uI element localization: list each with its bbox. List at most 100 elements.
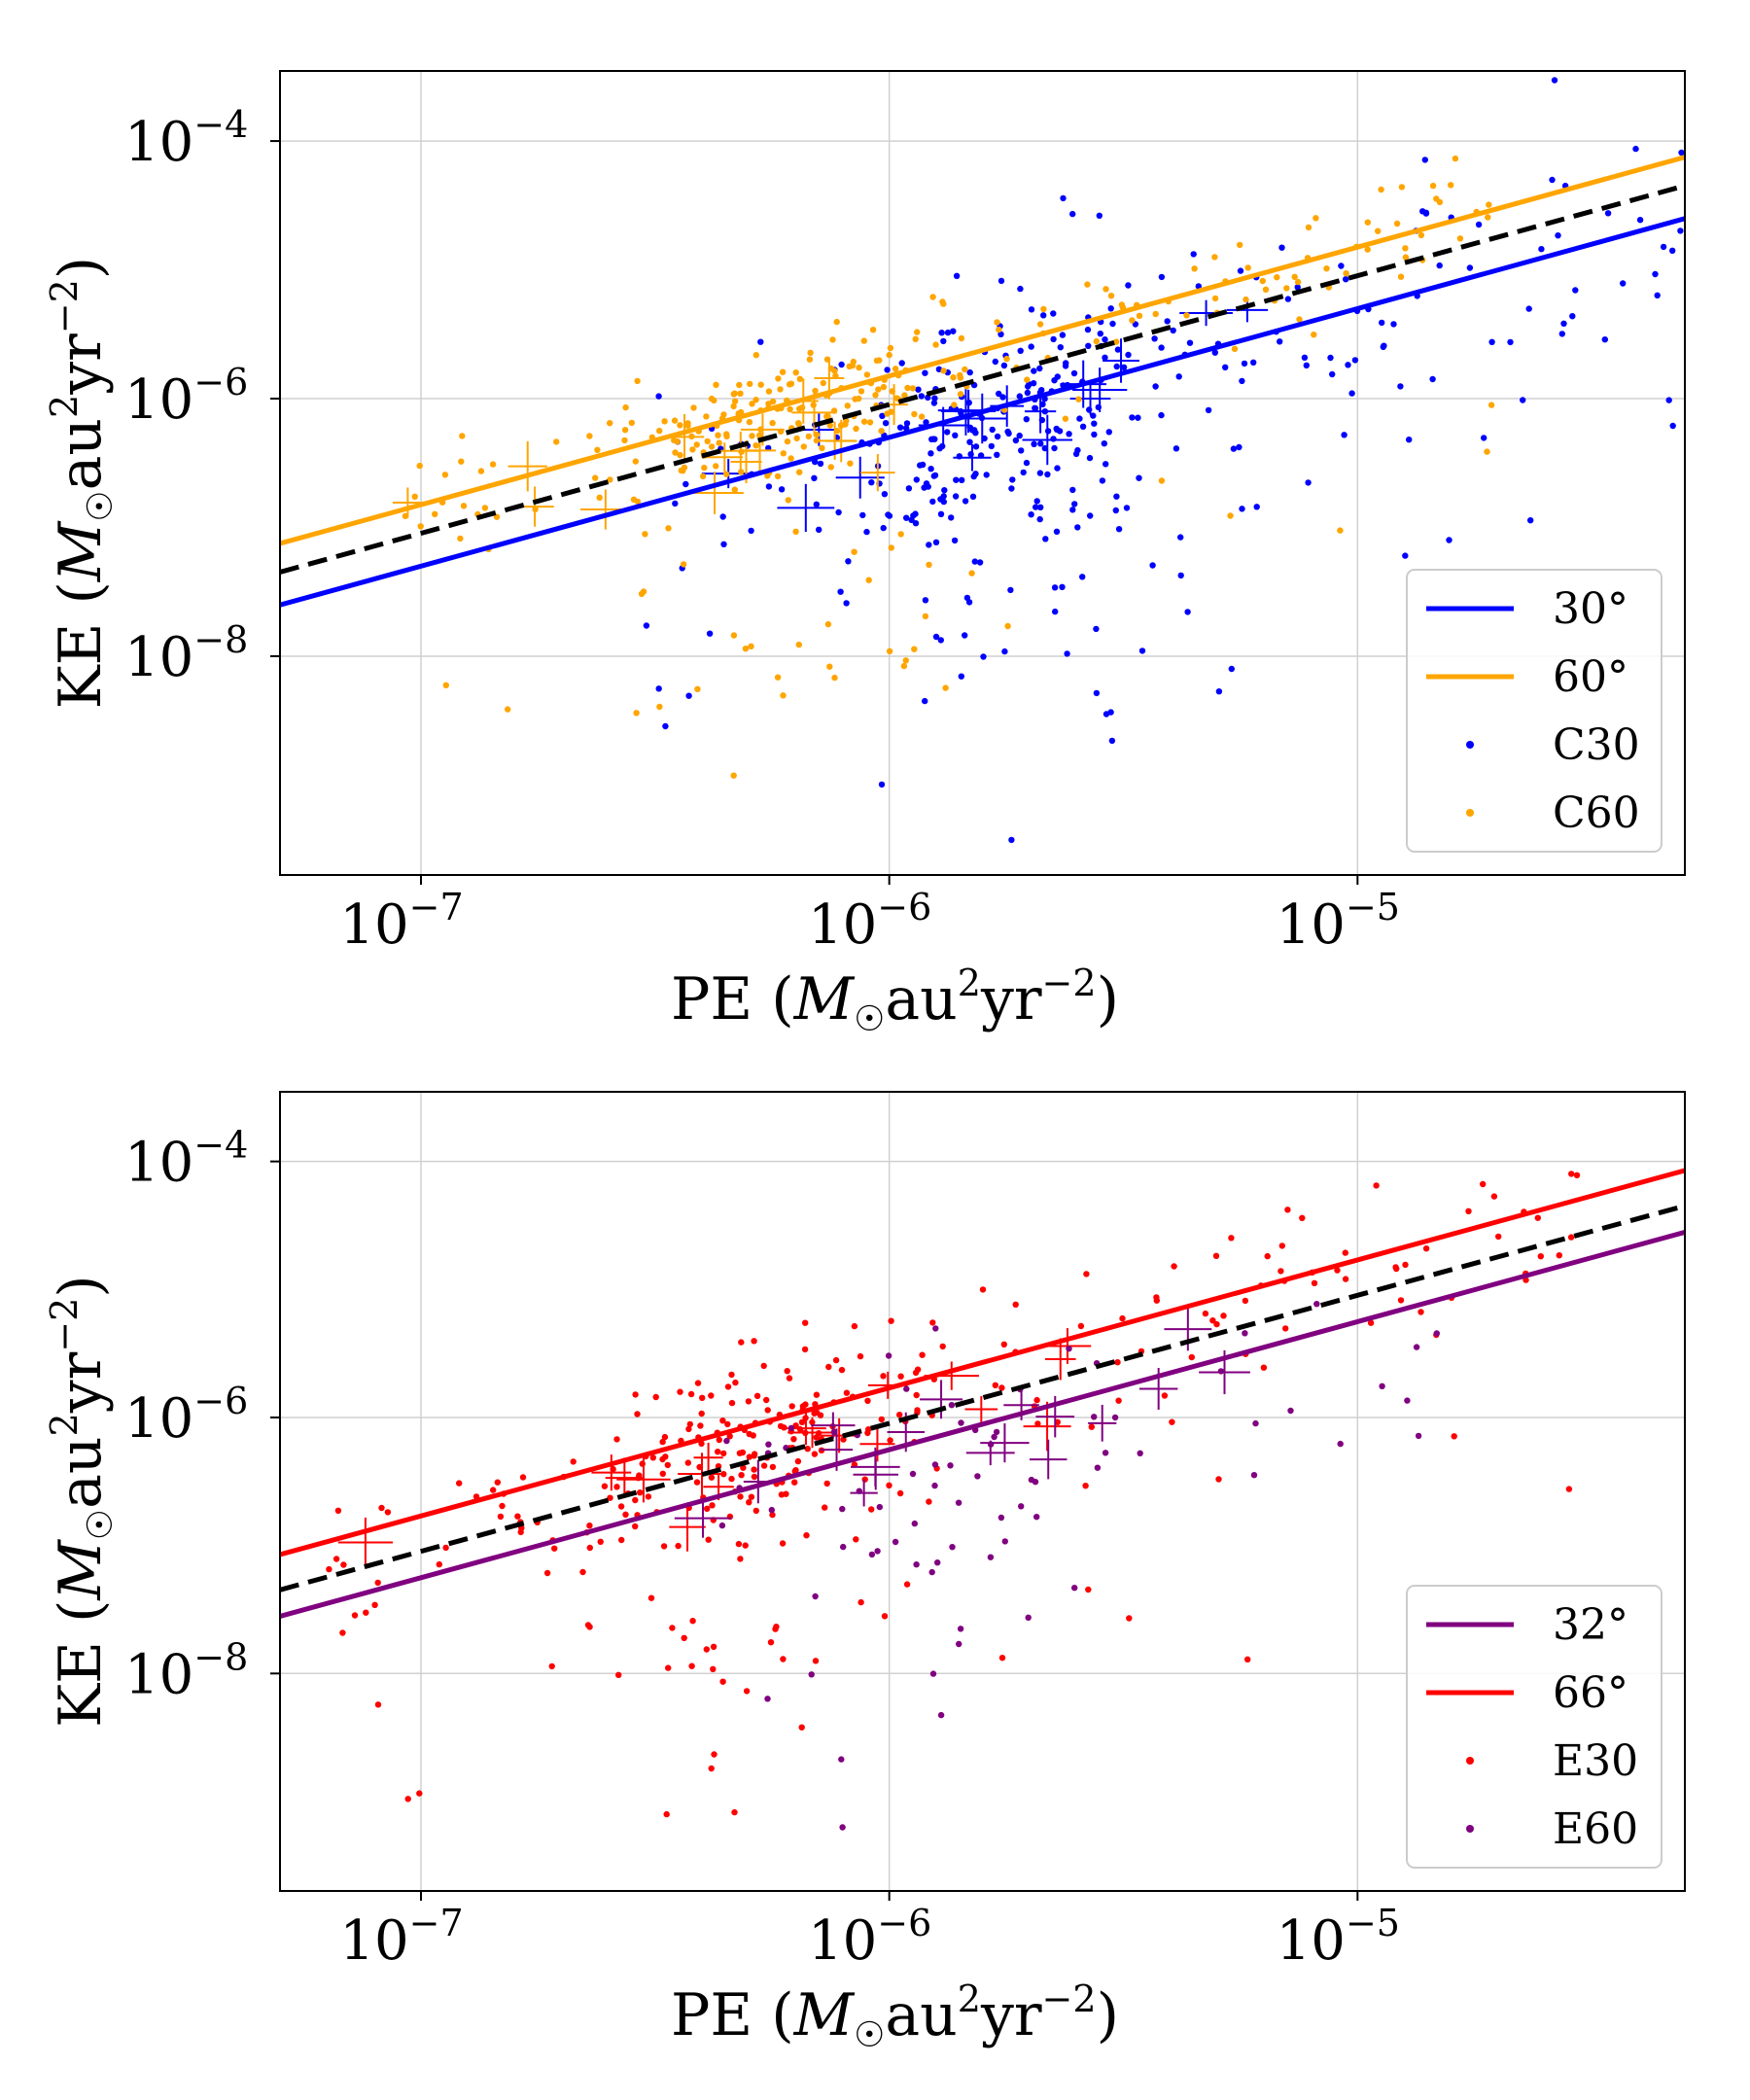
C30-point bbox=[1036, 365, 1043, 372]
C30-point bbox=[983, 472, 990, 478]
E30-point bbox=[738, 1339, 745, 1346]
E60-point bbox=[788, 1424, 795, 1432]
C30-point bbox=[1040, 312, 1047, 319]
C30-point bbox=[1097, 331, 1104, 337]
C30-point bbox=[1008, 836, 1015, 844]
E30-point bbox=[675, 1542, 682, 1550]
C30-point bbox=[1665, 397, 1672, 403]
C30-point bbox=[1278, 244, 1285, 251]
E30-point bbox=[326, 1565, 332, 1573]
C30-point bbox=[1053, 425, 1060, 433]
C30-point bbox=[1558, 331, 1566, 337]
E30-point bbox=[784, 1368, 790, 1375]
E30-point bbox=[548, 1662, 555, 1670]
C60-point bbox=[886, 351, 892, 359]
C30-point bbox=[1079, 574, 1086, 580]
C60-point bbox=[909, 385, 917, 392]
C60-point bbox=[1075, 396, 1082, 402]
C60-point bbox=[1305, 224, 1312, 231]
legend-label: E60 bbox=[1553, 1804, 1638, 1854]
C60-point bbox=[730, 391, 737, 398]
E30-point bbox=[998, 1655, 1006, 1662]
E30-point bbox=[649, 1454, 656, 1461]
C30-point bbox=[1632, 145, 1639, 153]
E30-point bbox=[1342, 1249, 1349, 1256]
E30-point bbox=[705, 1536, 712, 1543]
E30-point bbox=[769, 1511, 776, 1519]
y-axis-label: KE (M☉au2yr−2) bbox=[43, 1275, 121, 1727]
C60-point bbox=[826, 663, 833, 670]
E30-point bbox=[739, 1449, 747, 1456]
scatter-layer bbox=[326, 1171, 1581, 1831]
C60-point bbox=[911, 646, 918, 652]
C30-point bbox=[879, 412, 886, 419]
C30-point bbox=[970, 472, 977, 480]
C30-point bbox=[1036, 515, 1043, 523]
C60-point bbox=[460, 503, 468, 509]
C30-point bbox=[706, 630, 714, 637]
C30-point bbox=[748, 527, 754, 535]
C60-point bbox=[1486, 201, 1492, 208]
C60-point bbox=[820, 379, 826, 387]
C30-point bbox=[994, 433, 1001, 440]
C60-point bbox=[863, 371, 871, 378]
C60-point bbox=[1084, 281, 1091, 288]
C30-point bbox=[936, 445, 943, 452]
E30-point bbox=[519, 1474, 527, 1481]
C30-point bbox=[918, 393, 925, 400]
C30-point bbox=[837, 588, 844, 595]
E30-point bbox=[825, 1363, 832, 1371]
C60-point bbox=[672, 449, 679, 456]
C60-point bbox=[779, 368, 787, 375]
C30-point bbox=[930, 400, 938, 406]
y-axis-label: KE (M☉au2yr−2) bbox=[43, 257, 121, 709]
C30-point bbox=[1059, 583, 1066, 590]
C60-point bbox=[1003, 355, 1010, 363]
C30-point bbox=[1172, 445, 1180, 452]
C30-point bbox=[1177, 572, 1184, 579]
E30-point bbox=[832, 1356, 840, 1364]
C30-point bbox=[922, 369, 928, 376]
E60-point bbox=[1033, 1514, 1040, 1521]
E30-point bbox=[1556, 1252, 1563, 1259]
C60-point bbox=[1452, 155, 1459, 162]
E30-point bbox=[1188, 1353, 1196, 1361]
E30-point bbox=[1342, 1276, 1349, 1282]
C60-point bbox=[642, 531, 648, 538]
E30-point bbox=[914, 1407, 921, 1414]
E30-point bbox=[1284, 1207, 1291, 1213]
C30-point bbox=[912, 510, 919, 517]
E30-point bbox=[442, 1544, 449, 1552]
E30-point bbox=[811, 1410, 818, 1417]
C30-point bbox=[1125, 351, 1132, 359]
E30-point bbox=[1260, 1364, 1268, 1371]
E30-point bbox=[661, 1433, 669, 1441]
E30-point bbox=[1012, 1301, 1019, 1309]
C30-point bbox=[1107, 305, 1114, 312]
E60-point bbox=[868, 1551, 876, 1558]
E30-point bbox=[919, 1351, 926, 1358]
E30-point bbox=[1278, 1268, 1284, 1275]
C30-point bbox=[1351, 357, 1359, 364]
E30-point bbox=[880, 1373, 887, 1380]
C60-point bbox=[621, 437, 628, 444]
E30-point bbox=[694, 1380, 702, 1386]
C30-point bbox=[1032, 504, 1039, 510]
E30-point bbox=[786, 1375, 793, 1382]
E30-point bbox=[1565, 1486, 1573, 1492]
E60-point bbox=[1242, 1330, 1248, 1337]
C30-point bbox=[1164, 318, 1171, 325]
C30-point bbox=[1466, 264, 1474, 271]
E30-point bbox=[371, 1601, 378, 1609]
C30-point bbox=[1102, 461, 1109, 468]
E30-point bbox=[914, 1366, 922, 1373]
C60-point bbox=[1040, 305, 1047, 313]
C60-point bbox=[749, 401, 755, 407]
C30-point bbox=[1421, 157, 1429, 163]
C30-errorbar bbox=[953, 443, 992, 472]
C60-point bbox=[1402, 254, 1410, 261]
C30-point bbox=[1253, 504, 1260, 510]
C30-point bbox=[881, 491, 889, 498]
C60-point bbox=[747, 380, 753, 388]
C30-point bbox=[1042, 536, 1049, 542]
